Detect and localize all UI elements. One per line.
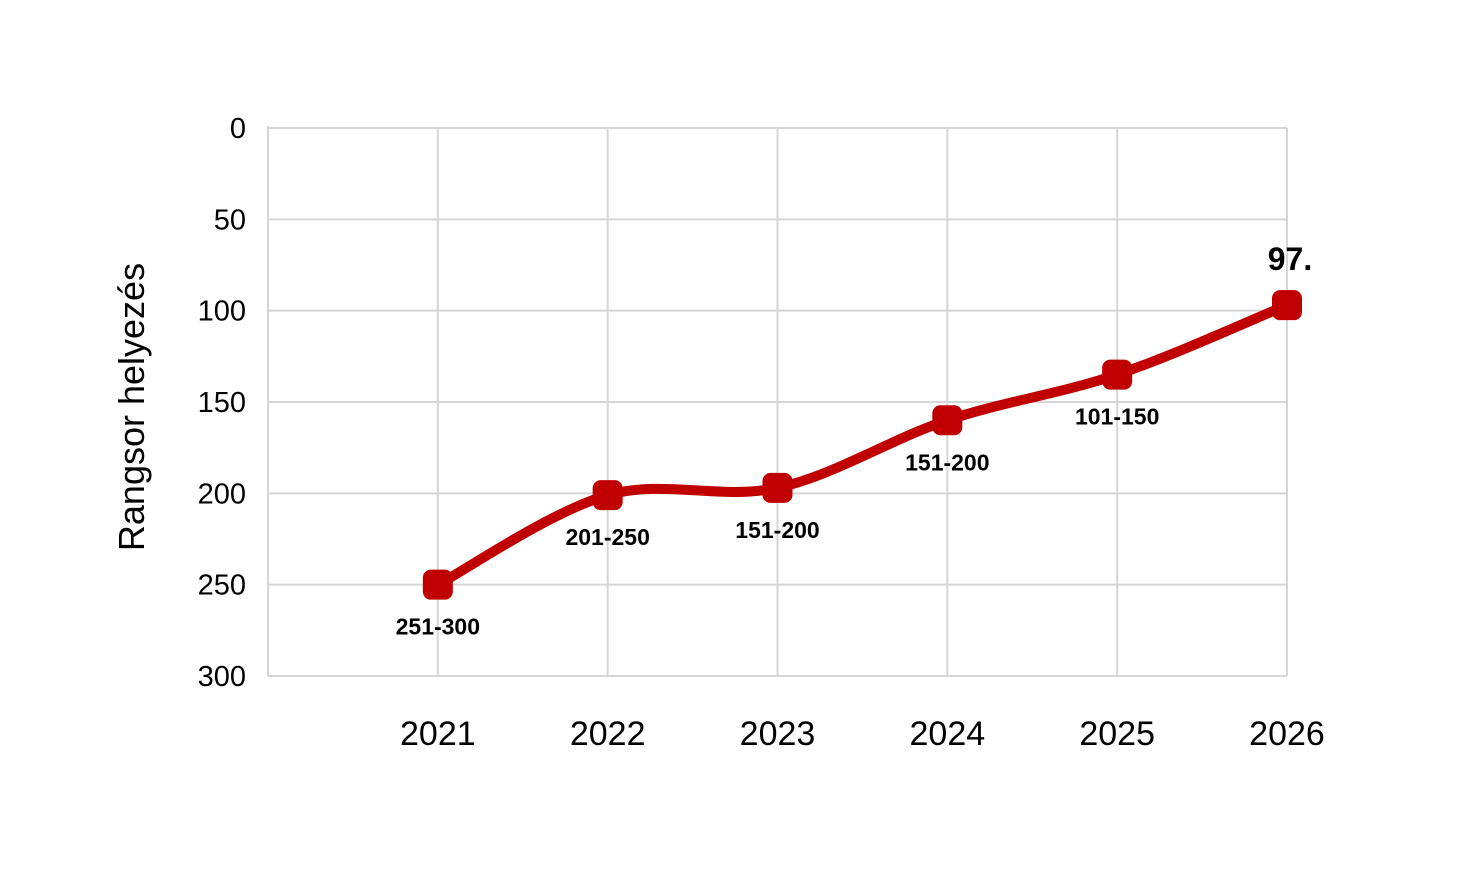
x-tick-label: 2022 bbox=[570, 715, 646, 753]
data-point-marker bbox=[1272, 290, 1302, 321]
y-tick-label: 150 bbox=[198, 387, 246, 419]
x-tick-label: 2021 bbox=[400, 715, 476, 753]
y-tick-label: 100 bbox=[198, 296, 246, 328]
data-point-label: 151-200 bbox=[735, 517, 819, 543]
data-point-label: 251-300 bbox=[396, 614, 480, 640]
y-tick-label: 50 bbox=[214, 204, 246, 236]
data-point-label: 151-200 bbox=[905, 449, 989, 475]
data-point-label: 201-250 bbox=[565, 524, 649, 550]
data-series-line bbox=[432, 300, 1292, 590]
data-point-marker bbox=[592, 480, 623, 511]
y-tick-label: 200 bbox=[198, 478, 246, 510]
final-point-label: 97. bbox=[1268, 241, 1312, 277]
data-point-marker bbox=[1102, 359, 1133, 390]
y-tick-label: 250 bbox=[198, 570, 246, 602]
x-tick-label: 2023 bbox=[740, 715, 816, 753]
y-tick-label: 300 bbox=[198, 661, 246, 693]
x-tick-label: 2024 bbox=[910, 715, 986, 753]
data-point-marker bbox=[932, 405, 963, 436]
data-point-label: 101-150 bbox=[1075, 404, 1159, 430]
data-point-marker bbox=[422, 569, 453, 600]
x-tick-label: 2025 bbox=[1079, 715, 1155, 753]
x-tick-label: 2026 bbox=[1249, 715, 1325, 753]
y-tick-label: 0 bbox=[230, 113, 246, 145]
data-point-marker bbox=[762, 472, 793, 503]
